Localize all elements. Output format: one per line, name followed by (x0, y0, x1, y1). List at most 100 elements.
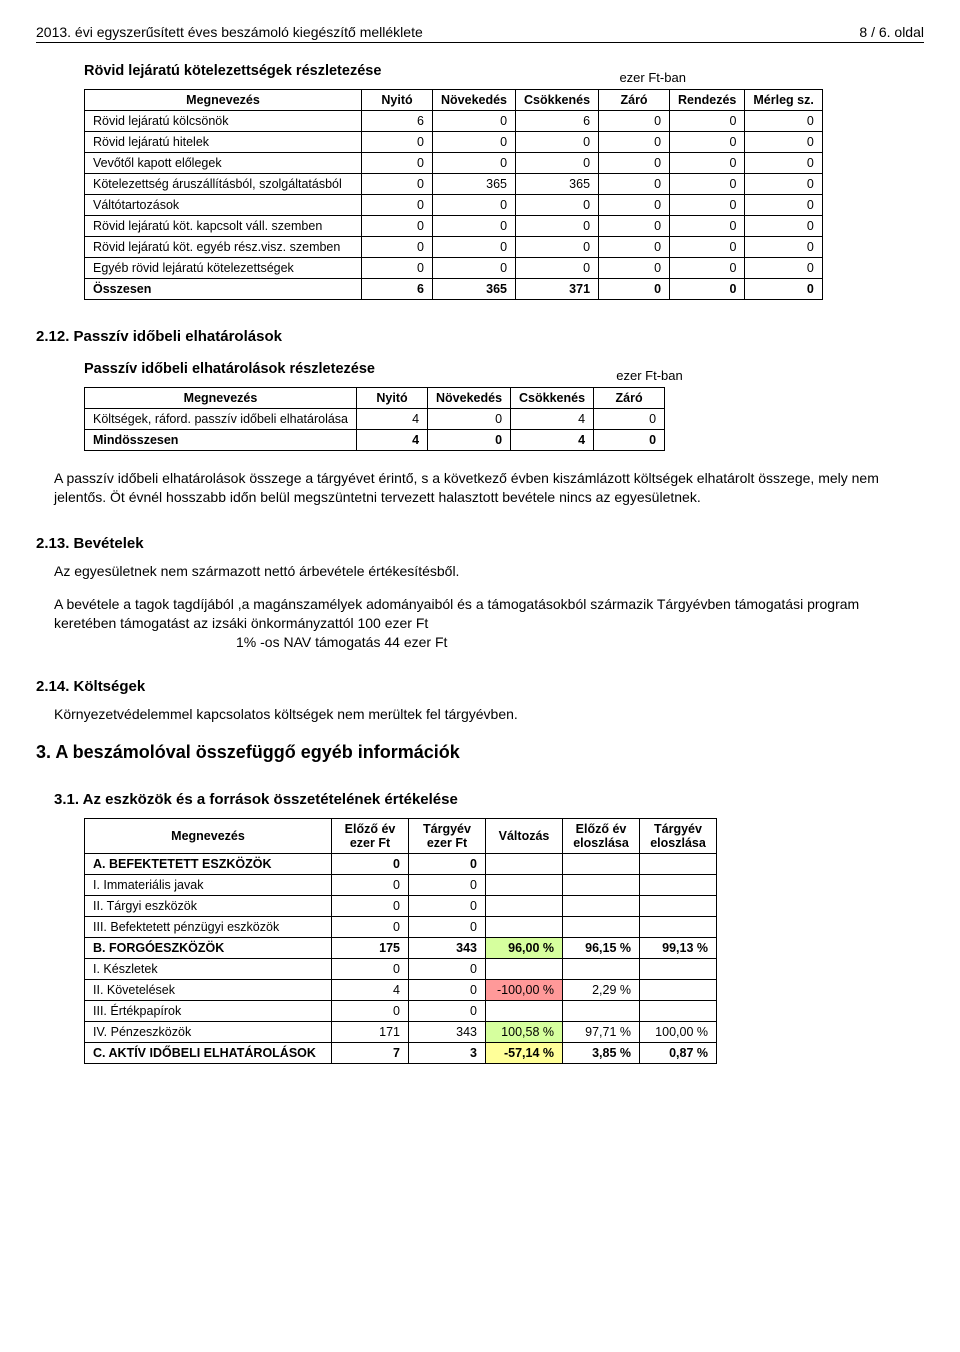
assets-table: Megnevezés Előző év ezer Ft Tárgyév ezer… (84, 818, 717, 1064)
row-value: 0 (670, 216, 745, 237)
row-value: 0 (599, 216, 670, 237)
s212-paragraph: A passzív időbeli elhatárolások összege … (54, 469, 906, 507)
short-liab-title: Rövid lejáratú kötelezettségek részletez… (84, 63, 381, 79)
row-value: 0 (745, 174, 822, 195)
row-value (640, 917, 717, 938)
table-row: II. Követelések40-100,00 %2,29 % (85, 980, 717, 1001)
row-value: 4 (332, 980, 409, 1001)
row-value: 371 (516, 279, 599, 300)
row-value: 343 (409, 1022, 486, 1043)
row-label: IV. Pénzeszközök (85, 1022, 332, 1043)
col-h: Előző év ezer Ft (332, 819, 409, 854)
row-value (563, 1001, 640, 1022)
row-value: 0 (516, 153, 599, 174)
row-value: 0 (745, 132, 822, 153)
heading-212: 2.12. Passzív időbeli elhatárolások (36, 328, 924, 345)
s212-unit: ezer Ft-ban (616, 368, 682, 383)
heading-31: 3.1. Az eszközök és a források összetéte… (54, 791, 924, 808)
row-value: 0 (409, 959, 486, 980)
row-value: 0 (433, 153, 516, 174)
row-value: 365 (433, 174, 516, 195)
row-value (640, 875, 717, 896)
short-liab-unit: ezer Ft-ban (619, 70, 685, 85)
row-value: 0 (745, 216, 822, 237)
row-value: 0 (599, 174, 670, 195)
row-label: Rövid lejáratú köt. kapcsolt váll. szemb… (85, 216, 362, 237)
table-row: Rövid lejáratú köt. egyéb rész.visz. sze… (85, 237, 823, 258)
row-value: 3,85 % (563, 1043, 640, 1064)
row-value (563, 896, 640, 917)
row-value: 0 (362, 174, 433, 195)
row-label: B. FORGÓESZKÖZÖK (85, 938, 332, 959)
row-value: 0 (599, 111, 670, 132)
row-value: 0 (516, 216, 599, 237)
s212-subtitle: Passzív időbeli elhatárolások részletezé… (84, 361, 375, 377)
row-value (486, 917, 563, 938)
row-label: III. Befektetett pénzügyi eszközök (85, 917, 332, 938)
table-row: II. Tárgyi eszközök00 (85, 896, 717, 917)
row-value: 0 (670, 195, 745, 216)
s212-table: Megnevezés Nyitó Növekedés Csökkenés Zár… (84, 387, 665, 451)
row-value: 99,13 % (640, 938, 717, 959)
row-label: I. Immateriális javak (85, 875, 332, 896)
row-value (563, 917, 640, 938)
row-value: 0 (516, 195, 599, 216)
row-value: 175 (332, 938, 409, 959)
row-value (486, 896, 563, 917)
row-value: 0 (745, 111, 822, 132)
table-header-row: Megnevezés Nyitó Növekedés Csökkenés Zár… (85, 388, 665, 409)
row-value: 0 (670, 132, 745, 153)
row-label: II. Követelések (85, 980, 332, 1001)
row-value: 0 (362, 216, 433, 237)
row-value: 365 (433, 279, 516, 300)
table-row: Vevőtől kapott előlegek000000 (85, 153, 823, 174)
row-value (640, 980, 717, 1001)
row-value (640, 959, 717, 980)
s213-p3: 1% -os NAV támogatás 44 ezer Ft (236, 634, 924, 650)
table-row: Költségek, ráford. passzív időbeli elhat… (85, 409, 665, 430)
row-value: 0 (332, 854, 409, 875)
row-value: 6 (516, 111, 599, 132)
row-value (563, 854, 640, 875)
row-value: 0 (594, 409, 665, 430)
col-h: Tárgyév ezer Ft (409, 819, 486, 854)
row-value: -57,14 % (486, 1043, 563, 1064)
table-row: C. AKTÍV IDŐBELI ELHATÁROLÁSOK73-57,14 %… (85, 1043, 717, 1064)
table-row: Egyéb rövid lejáratú kötelezettségek0000… (85, 258, 823, 279)
row-value: 0 (599, 279, 670, 300)
row-label: III. Értékpapírok (85, 1001, 332, 1022)
table-row: A. BEFEKTETETT ESZKÖZÖK00 (85, 854, 717, 875)
s213-p2: A bevétele a tagok tagdíjából ,a magánsz… (54, 595, 906, 633)
row-value: 4 (357, 430, 428, 451)
row-value: 0 (433, 195, 516, 216)
row-value: 0 (409, 854, 486, 875)
row-value: 3 (409, 1043, 486, 1064)
short-liab-table: Megnevezés Nyitó Növekedés Csökkenés Zár… (84, 89, 823, 300)
row-value: 0 (409, 980, 486, 1001)
row-value: 0 (516, 132, 599, 153)
heading-214: 2.14. Költségek (36, 678, 924, 695)
heading-213: 2.13. Bevételek (36, 535, 924, 552)
s213-p1: Az egyesületnek nem származott nettó árb… (54, 562, 906, 581)
row-value (640, 1001, 717, 1022)
row-value (563, 959, 640, 980)
row-value: 97,71 % (563, 1022, 640, 1043)
s212-title-row: Passzív időbeli elhatárolások részletezé… (84, 355, 924, 383)
row-value: 0 (433, 132, 516, 153)
col-h: Záró (594, 388, 665, 409)
row-value (486, 854, 563, 875)
table-row: Kötelezettség áruszállításból, szolgálta… (85, 174, 823, 195)
col-h: Rendezés (670, 90, 745, 111)
row-value: 0 (409, 875, 486, 896)
row-value: 0 (516, 258, 599, 279)
row-value: 0 (362, 132, 433, 153)
row-value: 0 (332, 917, 409, 938)
row-value: 0 (670, 111, 745, 132)
row-value: 2,29 % (563, 980, 640, 1001)
row-value (486, 959, 563, 980)
row-value: 4 (511, 409, 594, 430)
row-value: 4 (357, 409, 428, 430)
row-value: 0 (332, 875, 409, 896)
row-value: 343 (409, 938, 486, 959)
table-row: I. Készletek00 (85, 959, 717, 980)
